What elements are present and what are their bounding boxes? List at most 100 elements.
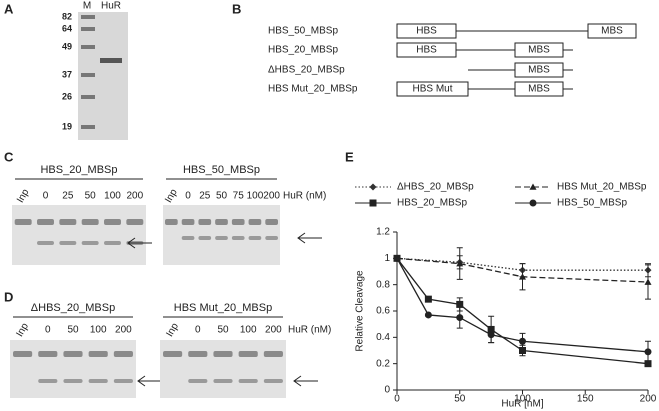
panel-letter: D xyxy=(4,289,13,304)
lane-label: 50 xyxy=(67,325,79,336)
gel-band xyxy=(104,219,121,225)
lane-label: 200 xyxy=(115,325,132,336)
gel-band xyxy=(198,219,212,225)
gel-band xyxy=(81,95,95,99)
gel-band xyxy=(38,379,58,383)
arrow-head xyxy=(127,237,136,249)
gel-band xyxy=(231,236,245,240)
gel-band xyxy=(231,219,245,225)
box-label: MBS xyxy=(528,45,550,56)
box-label: HBS Mut xyxy=(412,84,452,95)
series-line xyxy=(396,258,649,353)
panel-letter: B xyxy=(232,1,241,16)
y-axis-label: Relative Cleavage xyxy=(355,270,366,352)
x-tick-label: 0 xyxy=(394,394,400,405)
construct-name: HBS_50_MBSp xyxy=(268,26,338,37)
data-point xyxy=(393,254,401,262)
lane-label: 200 xyxy=(263,191,280,202)
lane-label: M xyxy=(83,1,91,12)
gel-band xyxy=(88,351,108,357)
construct-box xyxy=(396,42,457,58)
x-tick-label: 100 xyxy=(514,394,531,405)
data-point xyxy=(487,331,495,339)
lane-label: 100 xyxy=(247,191,264,202)
data-point xyxy=(644,360,652,368)
panel-letter: C xyxy=(4,149,14,164)
construct-name: HBS Mut_20_MBSp xyxy=(268,84,358,95)
construct-box xyxy=(396,23,457,39)
gel-band xyxy=(81,27,95,31)
gel-band xyxy=(265,236,278,240)
y-tick-label: 0.2 xyxy=(376,358,390,369)
lane-label: 200 xyxy=(126,191,143,202)
data-point xyxy=(644,348,652,356)
box-label: MBS xyxy=(528,84,550,95)
gel-band xyxy=(215,236,228,240)
legend-marker xyxy=(529,199,537,207)
gel xyxy=(163,205,280,265)
data-point xyxy=(644,278,652,285)
gel-band xyxy=(188,379,208,383)
lane-label: 50 xyxy=(85,191,97,202)
data-point xyxy=(424,295,432,303)
gel-band xyxy=(238,351,258,357)
lane-label: 0 xyxy=(185,191,191,202)
lane-label: 100 xyxy=(240,325,257,336)
lane-label: HuR xyxy=(101,1,121,12)
gel xyxy=(10,340,136,398)
gel-band xyxy=(59,241,77,245)
y-tick-label: 1 xyxy=(384,253,390,264)
gel-band xyxy=(263,351,283,357)
gel-band xyxy=(81,15,95,19)
marker-size: 26 xyxy=(62,91,72,101)
y-tick-label: 0.6 xyxy=(376,306,390,317)
marker-size: 64 xyxy=(62,23,72,33)
lane-label: 200 xyxy=(265,325,282,336)
arrow-head xyxy=(297,232,306,244)
marker-size: 82 xyxy=(62,11,72,21)
marker-size: 19 xyxy=(62,121,72,131)
y-tick-label: 0.4 xyxy=(376,332,390,343)
gel-title: HBS_50_MBSp xyxy=(183,164,260,176)
gel-band xyxy=(181,219,195,225)
gel-band xyxy=(37,219,54,225)
series-line xyxy=(396,257,649,283)
box-label: HBS xyxy=(416,26,437,37)
legend-label: HBS_50_MBSp xyxy=(557,198,627,209)
lane-label: 0 xyxy=(43,191,49,202)
x-tick-label: 150 xyxy=(577,394,594,405)
construct-box xyxy=(587,23,637,39)
marker-size: 37 xyxy=(62,69,72,79)
box-label: MBS xyxy=(528,65,550,76)
data-point xyxy=(456,300,464,308)
legend-label: ΔHBS_20_MBSp xyxy=(397,182,474,193)
construct-name: ΔHBS_20_MBSp xyxy=(268,65,345,76)
gel-band xyxy=(181,236,195,240)
gel xyxy=(160,340,286,398)
box-label: MBS xyxy=(601,26,623,37)
lane-label: 50 xyxy=(216,191,228,202)
construct-name: HBS_20_MBSp xyxy=(268,45,338,56)
lane-label: 0 xyxy=(45,325,51,336)
gel-band xyxy=(248,236,262,240)
x-axis-label: HuR [nM] xyxy=(501,399,543,410)
gel-band xyxy=(63,351,83,357)
lane-label: 25 xyxy=(199,191,211,202)
lane-label: 100 xyxy=(90,325,107,336)
gel-band xyxy=(263,379,283,383)
y-tick-label: 0.8 xyxy=(376,279,390,290)
y-tick-label: 0 xyxy=(384,385,390,396)
gel-band xyxy=(104,241,121,245)
gel-band xyxy=(100,58,122,63)
gel-band xyxy=(37,241,54,245)
gel-band xyxy=(126,219,144,225)
legend-label: HBS_20_MBSp xyxy=(397,198,467,209)
lane-label: 0 xyxy=(195,325,201,336)
data-point xyxy=(519,273,526,280)
gel-band xyxy=(81,73,95,77)
lane-label: 50 xyxy=(217,325,229,336)
gel-band xyxy=(38,351,58,357)
series-line xyxy=(396,257,649,365)
gel-band xyxy=(215,219,228,225)
